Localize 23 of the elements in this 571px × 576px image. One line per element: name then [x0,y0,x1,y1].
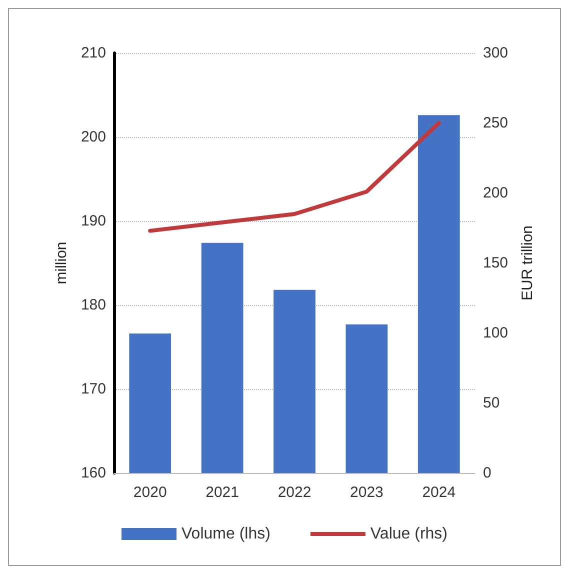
y-tick-label: 160 [80,464,106,482]
x-tick-label: 2023 [350,484,384,501]
y2-tick-label: 300 [483,44,508,62]
legend-label: Value (rhs) [370,526,448,542]
y-tick-label: 210 [80,44,106,62]
y2-tick-label: 150 [483,254,508,272]
x-tick-label: 2022 [278,484,312,501]
y2-axis-title: EUR trillion [519,225,536,301]
legend-label: Volume (lhs) [182,526,270,542]
y2-tick-label: 100 [483,324,508,342]
y-axis-title: million [53,242,70,284]
y2-tick-label: 50 [483,394,500,412]
x-tick-label: 2021 [206,484,239,501]
y2-tick-label: 0 [483,464,492,482]
y2-tick-label: 250 [483,114,508,132]
x-tick-label: 2020 [133,484,167,501]
y-tick-label: 200 [80,128,106,146]
y-tick-label: 170 [80,380,106,398]
y-tick-label: 190 [80,212,106,230]
y2-tick-label: 200 [483,184,508,202]
y-tick-label: 180 [80,296,106,314]
x-tick-label: 2024 [422,484,456,501]
line-series [148,121,441,233]
